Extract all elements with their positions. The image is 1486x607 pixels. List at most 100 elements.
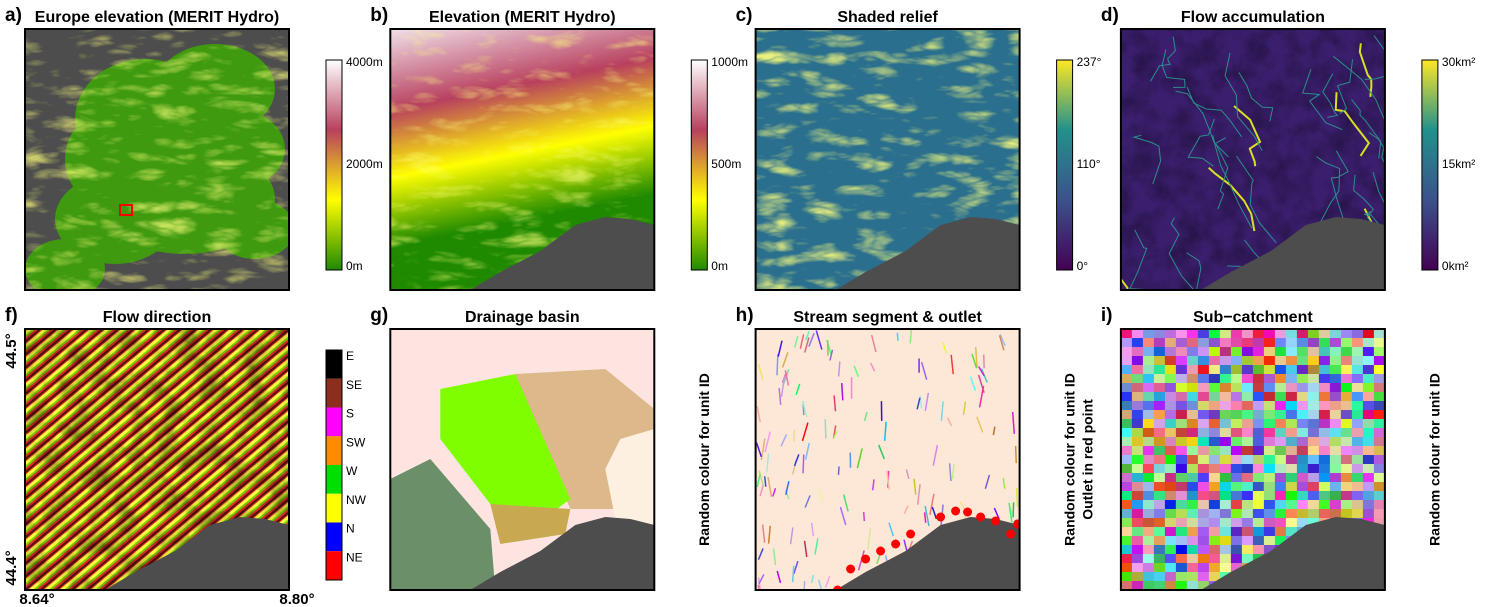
cell xyxy=(1307,401,1325,411)
segment xyxy=(1015,487,1019,507)
cell xyxy=(1351,401,1364,416)
cell xyxy=(1197,365,1217,377)
colorbar-label: 0° xyxy=(1077,259,1089,273)
stream xyxy=(1212,135,1253,229)
cell xyxy=(1153,347,1172,358)
cell xyxy=(1131,563,1144,576)
region-box xyxy=(119,204,133,216)
cell xyxy=(1219,338,1233,350)
cell xyxy=(1263,545,1276,559)
segment xyxy=(862,511,866,522)
cell xyxy=(1241,347,1259,357)
outlet xyxy=(861,554,871,564)
segment xyxy=(817,488,824,503)
cell xyxy=(1263,338,1278,349)
cell xyxy=(1197,482,1212,492)
segment xyxy=(803,540,808,558)
segment xyxy=(923,512,927,523)
cell xyxy=(1340,491,1356,502)
cell xyxy=(1197,374,1211,385)
legend-swatch xyxy=(326,378,342,408)
segment xyxy=(804,337,810,353)
cell xyxy=(1318,491,1334,501)
cell xyxy=(1296,410,1311,422)
stream xyxy=(1168,217,1195,290)
cell xyxy=(1142,509,1161,519)
legend-swatch xyxy=(326,522,342,552)
cell xyxy=(1164,473,1181,483)
stream xyxy=(1368,132,1385,200)
segment xyxy=(984,474,991,490)
segment xyxy=(931,506,938,520)
stream xyxy=(1316,156,1341,227)
cell xyxy=(1263,464,1283,475)
segment xyxy=(837,466,840,476)
segment xyxy=(924,505,930,527)
cell xyxy=(1230,554,1247,566)
cell xyxy=(1263,473,1280,485)
stream xyxy=(1132,134,1162,185)
panel-title: Stream segment & outlet xyxy=(793,309,982,326)
y-tick-label: 44.5° xyxy=(3,333,20,368)
segment xyxy=(946,417,953,427)
cell xyxy=(1274,464,1293,476)
cell xyxy=(1219,437,1232,452)
cell xyxy=(1142,401,1155,411)
map xyxy=(1120,29,1385,290)
cell xyxy=(1175,572,1191,583)
legend-swatch xyxy=(326,493,342,523)
cell xyxy=(1274,500,1291,511)
cell xyxy=(1274,392,1287,403)
cell xyxy=(1208,401,1224,413)
cell xyxy=(1164,581,1182,590)
segment xyxy=(824,575,831,588)
cell xyxy=(1153,419,1171,431)
cell xyxy=(1241,491,1255,502)
panel-letter: h) xyxy=(736,305,754,326)
outlet xyxy=(833,585,843,590)
cell xyxy=(1142,581,1159,590)
cell xyxy=(1219,365,1235,375)
cell xyxy=(1362,392,1377,404)
cell xyxy=(1285,428,1298,439)
segment xyxy=(795,383,801,395)
cell xyxy=(1296,446,1315,456)
stream xyxy=(1208,167,1256,232)
segment xyxy=(909,329,913,344)
basin xyxy=(390,459,496,590)
cell xyxy=(1340,365,1360,376)
segment xyxy=(793,560,799,575)
stream xyxy=(1161,49,1186,88)
cell xyxy=(1120,437,1138,447)
colorbar-label: 237° xyxy=(1077,55,1102,69)
cell xyxy=(1252,374,1268,386)
segment xyxy=(793,454,800,467)
segment xyxy=(1012,502,1015,518)
map xyxy=(25,29,289,290)
stream xyxy=(1186,87,1243,138)
outlet xyxy=(846,564,856,574)
cell xyxy=(1131,383,1144,393)
segment xyxy=(951,464,955,480)
cell xyxy=(1318,392,1332,403)
cell xyxy=(1373,437,1385,448)
map xyxy=(390,329,655,590)
segment xyxy=(974,346,978,368)
legend-label: NW xyxy=(346,493,367,507)
cell xyxy=(1186,428,1201,440)
cell xyxy=(1230,509,1243,521)
segment xyxy=(759,484,765,497)
cell xyxy=(1307,482,1326,492)
segment xyxy=(833,395,837,412)
cell xyxy=(1175,554,1194,566)
segment xyxy=(829,349,834,361)
cell xyxy=(1318,374,1337,385)
side-label: Random colour for unit ID xyxy=(1061,373,1077,546)
sea xyxy=(470,217,655,290)
cell xyxy=(1252,464,1270,476)
cell xyxy=(1186,581,1206,590)
segment xyxy=(767,477,773,498)
cell xyxy=(1175,545,1189,555)
segment xyxy=(780,376,786,398)
